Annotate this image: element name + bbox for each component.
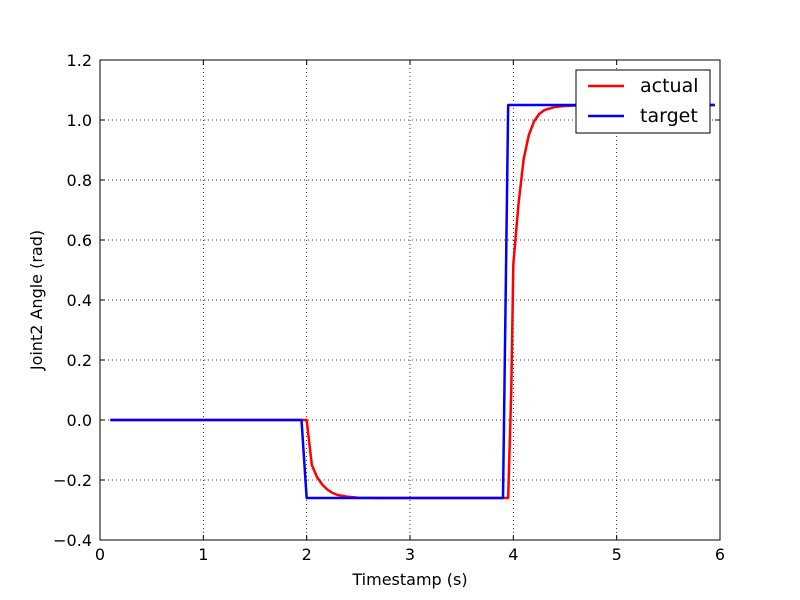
x-tick-label: 5	[612, 545, 622, 564]
x-tick-label: 2	[302, 545, 312, 564]
ticks: 0 1 2 3 4 5 6 −0.4 −0.2 0.0 0.2 0.4 0.6 0.8 1.0 1.2	[53, 51, 725, 564]
legend-label-actual: actual	[640, 75, 699, 97]
x-tick-label: 6	[715, 545, 725, 564]
y-tick-label: 0.6	[67, 231, 92, 250]
series-layer	[110, 103, 715, 500]
y-tick-label: 0.2	[67, 351, 92, 370]
x-tick-label: 1	[198, 545, 208, 564]
y-tick-label: 0.4	[67, 291, 92, 310]
y-tick-label: −0.2	[53, 471, 92, 490]
x-tick-label: 3	[405, 545, 415, 564]
legend-label-target: target	[640, 105, 698, 127]
series-line-target	[110, 103, 715, 500]
x-axis-label: Timestamp (s)	[351, 570, 467, 589]
y-tick-label: 0.8	[67, 171, 92, 190]
y-tick-label: −0.4	[53, 531, 92, 550]
y-tick-label: 0.0	[67, 411, 92, 430]
x-tick-label: 0	[95, 545, 105, 564]
x-tick-label: 4	[508, 545, 518, 564]
legend-box	[575, 69, 711, 134]
y-tick-label: 1.0	[67, 111, 92, 130]
legend: actual target	[575, 69, 711, 134]
y-axis-label: Joint2 Angle (rad)	[27, 230, 46, 371]
y-tick-label: 1.2	[67, 51, 92, 70]
